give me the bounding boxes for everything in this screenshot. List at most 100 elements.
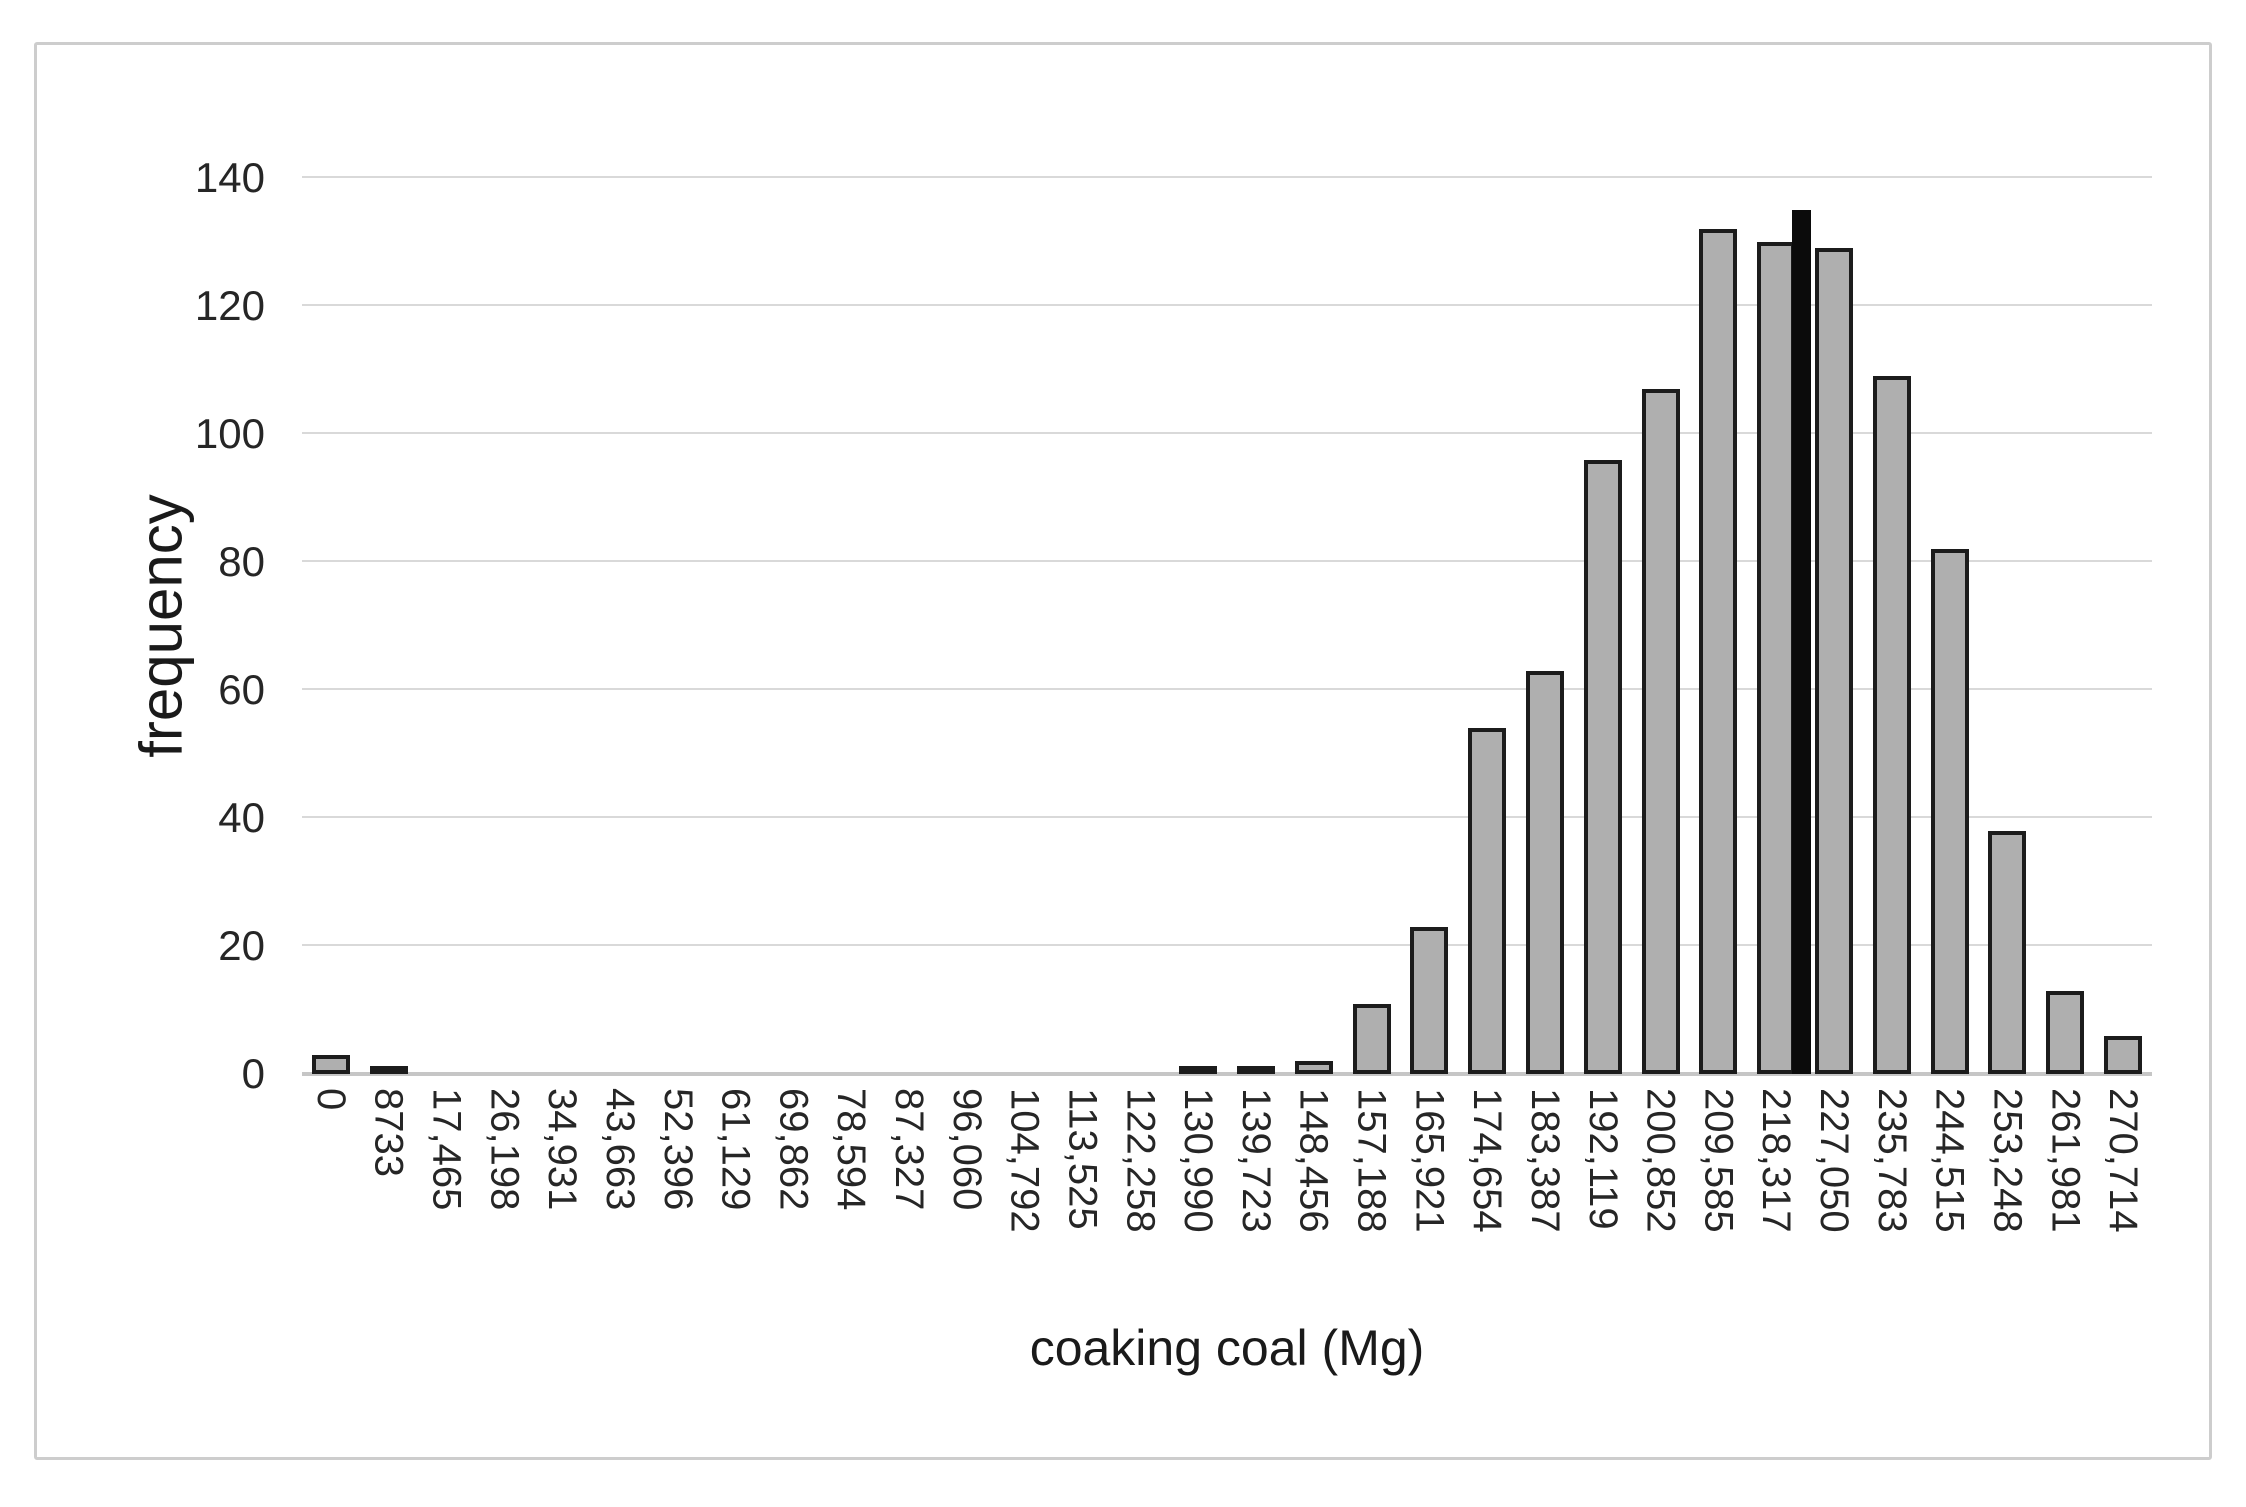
x-tick-slot: 26,198 bbox=[475, 1088, 533, 1338]
x-tick-slot: 69,862 bbox=[765, 1088, 823, 1338]
x-tick-slot: 209,585 bbox=[1690, 1088, 1748, 1338]
bar-slot bbox=[1285, 178, 1343, 1074]
bar-slot bbox=[996, 178, 1054, 1074]
y-tick-label: 100 bbox=[194, 409, 265, 457]
gridline-y-40 bbox=[302, 816, 2152, 818]
grid-layer bbox=[302, 176, 2152, 1076]
x-tick-slot: 34,931 bbox=[533, 1088, 591, 1338]
bar-slot bbox=[1632, 178, 1690, 1074]
bar-slot bbox=[2094, 178, 2152, 1074]
x-tick-label: 148,456 bbox=[1291, 1088, 1336, 1233]
x-tick-label: 69,862 bbox=[771, 1088, 816, 1211]
bar-slot bbox=[475, 178, 533, 1074]
bar-slot bbox=[1979, 178, 2037, 1074]
bar bbox=[1410, 926, 1449, 1074]
x-tick-label: 174,654 bbox=[1465, 1088, 1510, 1233]
y-tick-label: 20 bbox=[218, 922, 265, 969]
bar-slot bbox=[360, 178, 418, 1074]
x-tick-label: 244,515 bbox=[1927, 1088, 1972, 1233]
bar bbox=[1641, 389, 1680, 1074]
x-tick-label: 270,714 bbox=[2101, 1088, 2146, 1233]
bar-slot bbox=[1574, 178, 1632, 1074]
x-tick-slot: 253,248 bbox=[1979, 1088, 2037, 1338]
bar-slot bbox=[1458, 178, 1516, 1074]
bar-slot bbox=[707, 178, 765, 1074]
gridline-y-140 bbox=[302, 176, 2152, 178]
x-tick-slot: 61,129 bbox=[707, 1088, 765, 1338]
x-tick-label: 261,981 bbox=[2043, 1088, 2088, 1233]
bar-slot bbox=[649, 178, 707, 1074]
x-tick-label: 130,990 bbox=[1176, 1088, 1221, 1233]
x-tick-label: 17,465 bbox=[424, 1088, 469, 1211]
x-tick-slot: 96,060 bbox=[938, 1088, 996, 1338]
bar-slot bbox=[1863, 178, 1921, 1074]
bar bbox=[1872, 376, 1911, 1074]
bar-slot bbox=[1690, 178, 1748, 1074]
bar bbox=[1294, 1061, 1333, 1074]
x-tick-slot: 183,387 bbox=[1516, 1088, 1574, 1338]
y-tick-label: 60 bbox=[218, 665, 265, 713]
x-tick-label: 96,060 bbox=[944, 1088, 989, 1211]
gridline-y-100 bbox=[302, 432, 2152, 434]
bars-row bbox=[302, 178, 2152, 1074]
gridline-y-120 bbox=[302, 304, 2152, 306]
x-tick-label: 165,921 bbox=[1407, 1088, 1452, 1233]
bar-slot bbox=[765, 178, 823, 1074]
x-tick-slot: 139,723 bbox=[1227, 1088, 1285, 1338]
x-tick-label: 157,188 bbox=[1349, 1088, 1394, 1233]
x-tick-slot: 122,258 bbox=[1111, 1088, 1169, 1338]
bar-slot bbox=[1805, 178, 1863, 1074]
x-tick-label: 0 bbox=[308, 1088, 353, 1111]
x-tick-slot: 148,456 bbox=[1285, 1088, 1343, 1338]
x-tick-slot: 0 bbox=[302, 1088, 360, 1338]
x-tick-slot: 113,525 bbox=[1054, 1088, 1112, 1338]
bar-slot bbox=[1227, 178, 1285, 1074]
bar-slot bbox=[938, 178, 996, 1074]
gridline-y-20 bbox=[302, 944, 2152, 946]
y-tick-label: 40 bbox=[218, 794, 265, 841]
bar-slot bbox=[302, 178, 360, 1074]
x-tick-label: 78,594 bbox=[829, 1088, 874, 1211]
bar bbox=[1988, 830, 2027, 1074]
x-tick-slot: 218,317 bbox=[1747, 1088, 1805, 1338]
plot-area bbox=[302, 176, 2152, 1076]
x-tick-slot: 165,921 bbox=[1400, 1088, 1458, 1338]
x-tick-slot: 130,990 bbox=[1169, 1088, 1227, 1338]
x-tick-label: 122,258 bbox=[1118, 1088, 1163, 1233]
bar-slot bbox=[1516, 178, 1574, 1074]
x-tick-slot: 261,981 bbox=[2036, 1088, 2094, 1338]
gridline-y-60 bbox=[302, 688, 2152, 690]
x-tick-label: 104,792 bbox=[1002, 1088, 1047, 1233]
x-tick-label: 200,852 bbox=[1638, 1088, 1683, 1233]
x-tick-label: 34,931 bbox=[540, 1088, 585, 1211]
bar-slot bbox=[2036, 178, 2094, 1074]
x-tick-label: 113,525 bbox=[1060, 1088, 1105, 1230]
gridline-y-80 bbox=[302, 560, 2152, 562]
bar bbox=[311, 1054, 350, 1074]
x-tick-slot: 43,663 bbox=[591, 1088, 649, 1338]
y-tick-label: 80 bbox=[218, 538, 265, 585]
x-tick-label: 139,723 bbox=[1233, 1088, 1278, 1233]
x-tick-slot: 87,327 bbox=[880, 1088, 938, 1338]
bar-slot bbox=[1921, 178, 1979, 1074]
x-tick-label: 235,783 bbox=[1869, 1088, 1914, 1233]
bar bbox=[1815, 248, 1854, 1074]
bar bbox=[2046, 990, 2085, 1074]
x-tick-slot: 104,792 bbox=[996, 1088, 1054, 1338]
highlight-marker-bar bbox=[1791, 210, 1811, 1074]
x-tick-label: 183,387 bbox=[1522, 1088, 1567, 1233]
x-tick-slot: 235,783 bbox=[1863, 1088, 1921, 1338]
x-axis-ticks: 0 8733 17,465 26,198 34,931 43,663 52,396 61,12… bbox=[302, 1088, 2152, 1338]
x-tick-slot: 17,465 bbox=[418, 1088, 476, 1338]
x-tick-slot: 200,852 bbox=[1632, 1088, 1690, 1338]
x-tick-slot: 8733 bbox=[360, 1088, 418, 1338]
bar bbox=[1179, 1066, 1218, 1074]
x-tick-label: 87,327 bbox=[887, 1088, 932, 1211]
x-tick-label: 26,198 bbox=[482, 1088, 527, 1211]
x-tick-slot: 244,515 bbox=[1921, 1088, 1979, 1338]
bar-slot bbox=[1400, 178, 1458, 1074]
bar-slot bbox=[533, 178, 591, 1074]
x-tick-slot: 78,594 bbox=[822, 1088, 880, 1338]
x-tick-slot: 192,119 bbox=[1574, 1088, 1632, 1338]
x-tick-label: 52,396 bbox=[655, 1088, 700, 1211]
